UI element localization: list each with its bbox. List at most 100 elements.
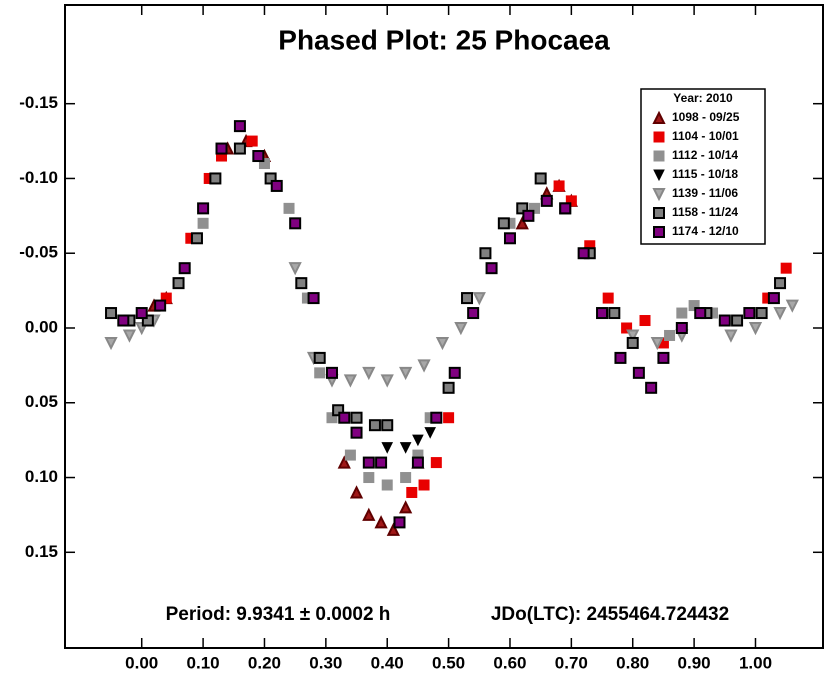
marker <box>724 329 738 343</box>
marker <box>748 321 763 336</box>
marker <box>516 202 529 215</box>
x-tick-label: 0.30 <box>309 653 342 672</box>
marker <box>362 507 376 521</box>
marker <box>479 247 492 260</box>
x-tick-label: 0.50 <box>432 653 465 672</box>
marker <box>326 412 338 424</box>
marker <box>172 277 185 290</box>
marker <box>743 307 756 320</box>
marker <box>454 321 468 336</box>
marker <box>534 172 547 185</box>
legend-swatch <box>653 226 665 238</box>
marker <box>559 202 572 215</box>
annotation: Period: 9.9341 ± 0.0002 h <box>166 604 391 625</box>
marker <box>380 374 394 388</box>
marker <box>399 500 413 514</box>
marker <box>435 336 450 351</box>
marker <box>350 411 363 424</box>
marker <box>602 292 614 304</box>
marker <box>503 232 516 245</box>
marker <box>154 299 167 312</box>
y-tick-label: -0.10 <box>19 168 58 187</box>
marker <box>141 314 154 327</box>
marker <box>596 307 609 320</box>
marker <box>117 314 130 327</box>
y-tick-label: 0.10 <box>25 467 58 486</box>
marker <box>694 307 707 320</box>
marker <box>540 194 553 207</box>
x-tick-label: 0.80 <box>616 653 649 672</box>
marker <box>362 456 375 469</box>
y-tick-label: -0.15 <box>19 93 58 112</box>
legend-swatch <box>653 150 665 162</box>
marker <box>664 329 676 341</box>
marker <box>731 314 744 327</box>
marker <box>350 426 363 439</box>
marker <box>406 486 418 498</box>
marker <box>135 307 148 320</box>
marker <box>467 307 480 320</box>
marker <box>233 120 246 133</box>
marker <box>718 314 731 327</box>
marker <box>362 366 376 381</box>
marker <box>443 412 455 424</box>
marker <box>386 522 400 536</box>
marker <box>411 456 424 469</box>
x-tick-label: 0.00 <box>125 653 158 672</box>
marker <box>122 329 137 343</box>
marker <box>338 411 351 424</box>
marker <box>363 472 375 484</box>
marker <box>178 262 191 275</box>
legend-title: Year: 2010 <box>673 91 733 105</box>
marker <box>258 158 270 170</box>
marker <box>675 321 688 334</box>
marker <box>314 367 326 379</box>
marker <box>417 359 431 373</box>
marker <box>246 135 258 147</box>
y-tick-label: 0.05 <box>25 392 58 411</box>
marker <box>485 262 498 275</box>
legend-label: 1112 - 10/14 <box>672 148 738 162</box>
marker <box>608 307 621 320</box>
x-tick-label: 0.40 <box>371 653 404 672</box>
legend-swatch <box>653 207 665 219</box>
marker <box>349 485 364 499</box>
marker <box>430 457 442 469</box>
marker <box>289 217 302 230</box>
marker <box>381 419 394 432</box>
marker <box>412 434 424 447</box>
x-tick-label: 0.20 <box>248 653 281 672</box>
marker <box>190 232 203 245</box>
marker <box>430 411 443 424</box>
legend-label: 1158 - 11/24 <box>672 205 738 219</box>
marker <box>215 142 228 155</box>
y-tick-label: -0.05 <box>19 243 58 262</box>
series <box>117 120 780 529</box>
marker <box>461 292 474 305</box>
marker <box>565 195 577 207</box>
x-tick-label: 0.70 <box>555 653 588 672</box>
legend-label: 1115 - 10/18 <box>672 167 738 181</box>
marker <box>424 427 436 439</box>
marker <box>381 442 394 454</box>
marker <box>780 262 792 274</box>
marker <box>621 322 633 334</box>
legend-swatch <box>652 188 666 202</box>
y-tick-label: 0.00 <box>25 317 58 336</box>
series <box>197 158 719 491</box>
marker <box>676 307 688 319</box>
marker <box>288 262 302 276</box>
marker <box>442 381 455 394</box>
marker <box>104 336 118 351</box>
series <box>381 427 436 454</box>
marker <box>577 247 590 260</box>
marker <box>400 472 412 484</box>
legend-swatch <box>652 110 666 124</box>
marker <box>295 277 308 290</box>
marker <box>399 366 413 381</box>
marker <box>313 351 326 364</box>
series <box>105 142 787 432</box>
chart-title: Phased Plot: 25 Phocaea <box>278 24 610 55</box>
marker <box>497 217 510 230</box>
marker <box>626 329 640 343</box>
